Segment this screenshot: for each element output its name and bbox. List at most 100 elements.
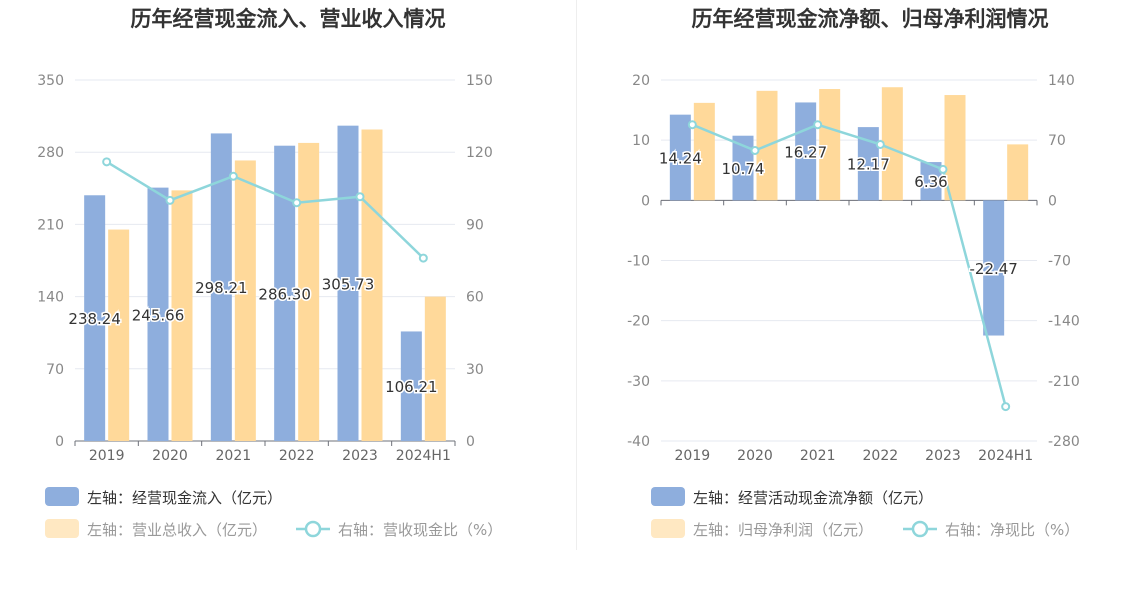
bar-primary xyxy=(274,145,296,441)
ratio-point xyxy=(1001,402,1011,412)
right-axis-tick-label: 120 xyxy=(466,145,493,161)
ratio-point xyxy=(355,192,365,202)
left-axis-tick-label: -20 xyxy=(627,314,650,330)
left-axis-tick-label: 0 xyxy=(641,193,650,209)
right-axis-tick-label: -140 xyxy=(1048,314,1080,330)
x-axis-category-label: 2019 xyxy=(675,448,711,464)
x-axis-category-label: 2023 xyxy=(342,448,378,464)
legend-label: 左轴：经营现金流入（亿元） xyxy=(87,489,282,507)
ratio-point xyxy=(292,198,302,208)
x-axis-category-label: 2021 xyxy=(800,448,836,464)
x-axis-category-label: 2020 xyxy=(152,448,188,464)
bar-primary xyxy=(920,162,942,201)
x-axis-category-label: 2020 xyxy=(737,448,773,464)
legend-line-marker xyxy=(304,520,322,538)
bar-primary xyxy=(732,135,754,201)
left-axis-tick-label: 350 xyxy=(37,73,64,89)
bar-primary xyxy=(669,114,691,201)
ratio-point xyxy=(875,139,885,149)
bar-data-label: 16.27 xyxy=(784,143,827,161)
bar-data-label: 298.21 xyxy=(195,279,248,297)
bar-primary xyxy=(210,133,232,442)
legend-label: 右轴：净现比（%） xyxy=(945,521,1079,539)
bar-secondary xyxy=(361,129,383,441)
right-axis-tick-label: -70 xyxy=(1048,254,1071,270)
chart-net-cashflow-profit: 历年经营现金流净额、归母净利润情况 -40 -30 -20 -10 0 10 20 -280 -2… xyxy=(627,7,1080,539)
ratio-point xyxy=(418,253,428,263)
ratio-point xyxy=(165,195,175,205)
bar-data-label: 10.74 xyxy=(722,160,765,178)
ratio-point xyxy=(750,145,760,155)
left-axis-tick-label: 0 xyxy=(55,434,64,450)
bar-primary xyxy=(84,195,106,441)
left-axis-tick-label: 10 xyxy=(632,133,650,149)
legend-label: 左轴：归母净利润（亿元） xyxy=(693,521,873,539)
bar-primary xyxy=(857,127,879,201)
legend-swatch xyxy=(45,487,79,506)
bar-primary xyxy=(337,125,359,441)
legend-swatch xyxy=(651,487,685,506)
left-axis-tick-label: -10 xyxy=(627,254,650,270)
x-axis-category-label: 2019 xyxy=(89,448,125,464)
bar-primary xyxy=(983,200,1005,336)
ratio-point xyxy=(228,171,238,181)
right-axis-tick-label: 0 xyxy=(1048,193,1057,209)
ratio-point xyxy=(687,120,697,130)
legend-label: 左轴：营业总收入（亿元） xyxy=(87,521,267,539)
bar-data-label: 238.24 xyxy=(68,310,121,328)
ratio-line xyxy=(106,160,425,259)
right-axis-tick-label: 70 xyxy=(1048,133,1066,149)
legend-label: 右轴：营收现金比（%） xyxy=(338,521,502,539)
right-axis-tick-label: 150 xyxy=(466,73,493,89)
bar-secondary xyxy=(298,142,320,441)
left-axis-tick-label: -40 xyxy=(627,434,650,450)
x-axis-category-label: 2022 xyxy=(863,448,899,464)
bar-primary xyxy=(400,331,422,441)
ratio-point xyxy=(102,157,112,167)
chart-title: 历年经营现金流入、营业收入情况 xyxy=(131,7,446,31)
legend-line-marker xyxy=(911,520,929,538)
x-axis-category-label: 2023 xyxy=(925,448,961,464)
bar-data-label: 12.17 xyxy=(847,156,890,174)
x-axis-category-label: 2021 xyxy=(216,448,252,464)
x-axis-category-label: 2024H1 xyxy=(978,448,1033,464)
left-axis-tick-label: 280 xyxy=(37,145,64,161)
left-axis-tick-label: 70 xyxy=(46,362,64,378)
ratio-point xyxy=(813,120,823,130)
left-axis-tick-label: 210 xyxy=(37,217,64,233)
bar-secondary xyxy=(424,296,446,441)
bar-data-label: -22.47 xyxy=(969,260,1017,278)
right-axis-tick-label: 90 xyxy=(466,217,484,233)
bar-data-label: 6.36 xyxy=(914,173,947,191)
right-axis-tick-label: -210 xyxy=(1048,374,1080,390)
chart-title: 历年经营现金流净额、归母净利润情况 xyxy=(692,7,1049,31)
bar-primary xyxy=(147,187,169,441)
bar-secondary xyxy=(1007,144,1029,201)
right-axis-tick-label: 30 xyxy=(466,362,484,378)
left-axis-tick-label: 20 xyxy=(632,73,650,89)
ratio-line xyxy=(691,123,1007,407)
right-axis-tick-label: 140 xyxy=(1048,73,1075,89)
panel-divider xyxy=(576,0,577,550)
bar-secondary xyxy=(944,95,966,201)
x-axis-category-label: 2024H1 xyxy=(396,448,451,464)
bar-data-label: 286.30 xyxy=(258,285,311,303)
chart-cash-inflow-revenue: 历年经营现金流入、营业收入情况 0 70 140 210 280 350 0 30 60 90 120… xyxy=(37,7,502,539)
bar-data-label: 106.21 xyxy=(385,378,438,396)
bar-secondary xyxy=(819,89,841,201)
bar-data-label: 305.73 xyxy=(322,275,375,293)
ratio-point xyxy=(938,164,948,174)
bar-data-label: 245.66 xyxy=(132,306,185,324)
bar-secondary xyxy=(234,160,256,442)
right-axis-tick-label: -280 xyxy=(1048,434,1080,450)
bar-secondary xyxy=(881,87,903,201)
legend-label: 左轴：经营活动现金流净额（亿元） xyxy=(693,489,933,507)
right-axis-tick-label: 0 xyxy=(466,434,475,450)
bar-secondary xyxy=(108,229,130,441)
left-axis-tick-label: -30 xyxy=(627,374,650,390)
left-axis-tick-label: 140 xyxy=(37,290,64,306)
bar-secondary xyxy=(171,190,193,441)
right-axis-tick-label: 60 xyxy=(466,290,484,306)
legend-swatch xyxy=(651,519,685,538)
